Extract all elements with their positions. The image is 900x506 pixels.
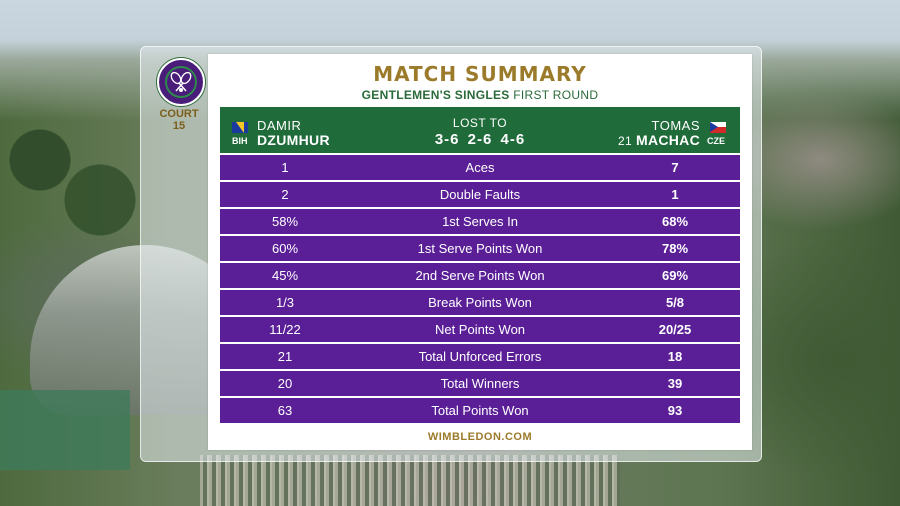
event-name: GENTLEMEN'S SINGLES [361,88,510,102]
wimbledon-logo [157,58,205,106]
court-label: COURT 15 [148,108,210,132]
player1-stat: 1 [281,160,289,175]
footer-website: WIMBLEDON.COM [427,431,533,443]
player1-country: BIH [232,136,248,146]
court-word: COURT [159,108,199,120]
player2-stat: 20/25 [658,322,692,337]
player2-stat: 68% [661,214,689,229]
player2-stat: 5/8 [665,295,685,310]
player2-stat: 7 [671,160,679,175]
event-subtitle: GENTLEMEN'S SINGLES FIRST ROUND [208,88,752,102]
player1-stat: 1/3 [275,295,295,310]
stat-row: 11/22 Net Points Won 20/25 [220,317,740,342]
player1-stat: 45% [271,268,299,283]
player2-last-name: MACHAC [635,132,700,148]
stat-label: Break Points Won [428,295,532,310]
player1-last-name: DZUMHUR [257,132,330,148]
stat-row: 60% 1st Serve Points Won 78% [220,236,740,261]
player2-stat: 69% [661,268,689,283]
player1-stat: 21 [277,349,293,364]
player1-stat: 60% [271,241,299,256]
player2-stat: 39 [667,376,683,391]
stat-row: 2 Double Faults 1 [220,182,740,207]
stat-label: Total Unforced Errors [418,349,542,364]
match-score: 3-6 2-6 4-6 [434,131,526,148]
stat-label: 2nd Serve Points Won [415,268,545,283]
player2-stat: 93 [667,403,683,418]
stats-table: 1 Aces 7 2 Double Faults 1 58% 1st Serves In 6… [220,155,740,425]
player2-name-line: 21 MACHAC [618,132,700,148]
stat-row: 58% 1st Serves In 68% [220,209,740,234]
player1-stat: 58% [271,214,299,229]
background-crowd [200,455,620,506]
player2-stat: 78% [661,241,689,256]
stat-row: 1 Aces 7 [220,155,740,180]
stat-label: 1st Serves In [442,214,518,229]
match-header: BIH DAMIR DZUMHUR LOST TO 3-6 2-6 4-6 TO… [220,107,740,153]
background-court [0,390,130,470]
stat-label: Total Winners [440,376,520,391]
stat-row: 21 Total Unforced Errors 18 [220,344,740,369]
court-number: 15 [172,120,186,132]
stat-label: Net Points Won [434,322,526,337]
page-title: MATCH SUMMARY [373,62,587,86]
player1-stat: 2 [281,187,289,202]
stat-row: 1/3 Break Points Won 5/8 [220,290,740,315]
player2-stat: 18 [667,349,683,364]
player1-stat: 63 [277,403,293,418]
stat-label: Aces [465,160,495,175]
player1-first-name: DAMIR [257,118,302,133]
player2-seed: 21 [618,134,632,148]
stat-row: 63 Total Points Won 93 [220,398,740,423]
cze-flag-icon [710,122,726,133]
wimbledon-crossed-rackets-icon [165,66,197,98]
round-name: FIRST ROUND [513,88,599,102]
stat-row: 45% 2nd Serve Points Won 69% [220,263,740,288]
player2-first-name: TOMAS [651,118,700,133]
stat-row: 20 Total Winners 39 [220,371,740,396]
stat-label: Double Faults [439,187,521,202]
bih-flag-icon [232,122,248,133]
result-label: LOST TO [452,116,508,130]
player1-stat: 11/22 [269,322,301,337]
player1-stat: 20 [277,376,293,391]
background-trees [0,120,140,240]
stat-label: 1st Serve Points Won [417,241,543,256]
player2-country: CZE [707,136,725,146]
player2-stat: 1 [671,187,679,202]
stat-label: Total Points Won [431,403,529,418]
